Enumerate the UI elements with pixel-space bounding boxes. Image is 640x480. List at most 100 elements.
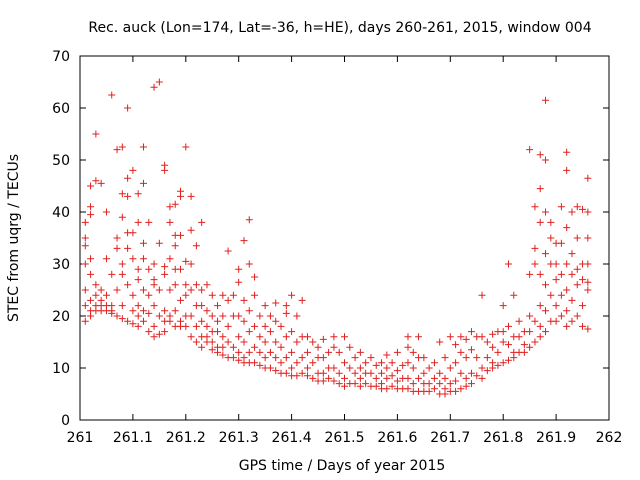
- data-point: [383, 351, 391, 359]
- data-point: [266, 312, 274, 320]
- data-point: [473, 372, 481, 380]
- data-point: [415, 333, 423, 341]
- data-point: [526, 343, 534, 351]
- data-point: [124, 192, 132, 200]
- data-point: [552, 260, 560, 268]
- data-point: [203, 307, 211, 315]
- data-point: [298, 296, 306, 304]
- data-point: [182, 143, 190, 151]
- data-point: [356, 348, 364, 356]
- data-point: [208, 291, 216, 299]
- data-point: [87, 312, 95, 320]
- data-point: [452, 341, 460, 349]
- data-point: [563, 286, 571, 294]
- data-point: [198, 302, 206, 310]
- data-point: [584, 278, 592, 286]
- data-point: [251, 359, 259, 367]
- data-point: [187, 192, 195, 200]
- data-point: [92, 281, 100, 289]
- data-point: [584, 234, 592, 242]
- data-point: [563, 307, 571, 315]
- data-point: [192, 281, 200, 289]
- data-point: [409, 364, 417, 372]
- data-point: [124, 244, 132, 252]
- data-point: [404, 343, 412, 351]
- data-point: [483, 367, 491, 375]
- data-points: [81, 78, 592, 398]
- data-point: [251, 343, 259, 351]
- x-tick-label: 261.6: [377, 430, 417, 446]
- y-tick-label: 70: [52, 49, 70, 65]
- data-point: [563, 224, 571, 232]
- data-point: [139, 239, 147, 247]
- data-point: [536, 270, 544, 278]
- data-point: [161, 307, 169, 315]
- data-point: [235, 348, 243, 356]
- data-point: [579, 205, 587, 213]
- data-point: [489, 330, 497, 338]
- data-point: [134, 312, 142, 320]
- data-point: [282, 333, 290, 341]
- data-point: [499, 338, 507, 346]
- data-point: [214, 302, 222, 310]
- data-point: [489, 364, 497, 372]
- data-point: [584, 286, 592, 294]
- data-point: [526, 270, 534, 278]
- data-point: [510, 354, 518, 362]
- data-point: [102, 208, 110, 216]
- data-point: [341, 374, 348, 382]
- data-point: [108, 91, 116, 99]
- data-point: [177, 265, 185, 273]
- x-tick-label: 261.7: [430, 430, 470, 446]
- data-point: [531, 317, 539, 325]
- data-point: [393, 377, 401, 385]
- data-point: [415, 374, 423, 382]
- data-point: [393, 367, 401, 375]
- data-point: [145, 309, 153, 317]
- data-point: [145, 265, 153, 273]
- data-point: [272, 317, 280, 325]
- data-point: [155, 239, 163, 247]
- data-point: [203, 281, 211, 289]
- data-point: [155, 330, 163, 338]
- data-point: [118, 190, 126, 198]
- x-tick-label: 261: [67, 430, 94, 446]
- data-point: [293, 372, 301, 380]
- data-point: [245, 328, 253, 336]
- data-point: [208, 312, 216, 320]
- data-point: [330, 343, 338, 351]
- data-point: [261, 302, 269, 310]
- data-point: [177, 192, 185, 200]
- data-point: [351, 369, 359, 377]
- data-point: [134, 302, 142, 310]
- data-point: [256, 312, 264, 320]
- data-point: [462, 335, 470, 343]
- data-point: [171, 307, 179, 315]
- y-tick-label: 50: [52, 153, 70, 169]
- data-point: [124, 317, 132, 325]
- data-point: [383, 374, 391, 382]
- data-point: [531, 260, 539, 268]
- data-point: [372, 361, 380, 369]
- data-point: [229, 354, 237, 362]
- data-point: [542, 307, 550, 315]
- x-tick-label: 261.4: [272, 430, 312, 446]
- data-point: [467, 380, 475, 388]
- data-point: [462, 354, 470, 362]
- data-point: [277, 322, 285, 330]
- data-point: [240, 296, 248, 304]
- data-point: [552, 302, 560, 310]
- data-point: [134, 265, 142, 273]
- data-point: [573, 203, 581, 211]
- data-point: [102, 255, 110, 263]
- data-point: [430, 359, 438, 367]
- data-point: [129, 255, 137, 263]
- data-point: [87, 296, 95, 304]
- data-point: [219, 351, 227, 359]
- data-point: [325, 374, 333, 382]
- data-point: [531, 203, 539, 211]
- data-point: [145, 218, 153, 226]
- data-point: [457, 369, 465, 377]
- data-point: [441, 354, 449, 362]
- data-point: [282, 354, 290, 362]
